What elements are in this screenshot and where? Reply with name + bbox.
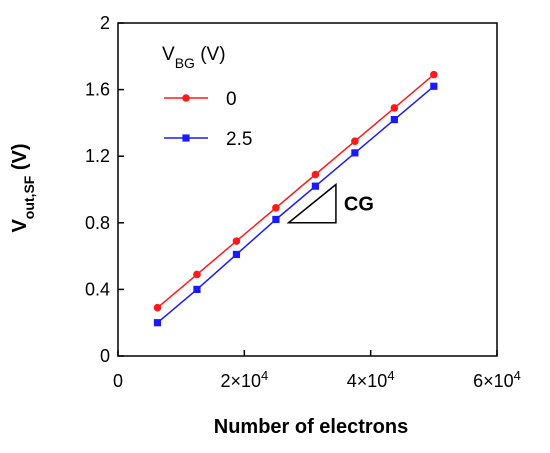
- y-tick-label: 0.4: [85, 279, 110, 299]
- chart-ticks: 00.40.81.21.620 2×104 4×104 6×104: [85, 13, 521, 391]
- x-tick-label: 2×104: [220, 368, 268, 392]
- data-point: [232, 250, 241, 259]
- y-axis-title-sub: out,SF: [21, 175, 37, 219]
- slope-annotation-label: CG: [344, 194, 374, 216]
- data-point: [430, 82, 438, 90]
- x-tick-label-base: 6×10: [473, 371, 514, 391]
- x-axis-title: Number of electrons: [214, 416, 408, 438]
- x-tick-label-exponent: 4: [387, 368, 394, 383]
- legend-label-1: 2.5: [226, 129, 252, 150]
- data-point: [390, 104, 399, 112]
- series-line-1: [157, 85, 435, 324]
- y-tick-label: 0.8: [85, 213, 110, 233]
- x-tick-label-base: 0: [113, 371, 123, 391]
- chart-series: [153, 70, 438, 327]
- y-axis-title-main: V: [9, 219, 31, 233]
- y-tick-label: 2: [100, 13, 110, 33]
- data-point: [272, 215, 280, 224]
- data-point: [351, 149, 359, 157]
- y-axis-title-unit: (V): [9, 143, 31, 175]
- data-point: [430, 70, 438, 79]
- data-point: [311, 182, 319, 190]
- data-point: [390, 115, 398, 124]
- x-tick-label-base: 2×10: [220, 371, 261, 391]
- slope-triangle: [286, 182, 337, 224]
- chart-legend: VBG (V)02.5: [162, 44, 252, 150]
- x-tick-label: 0: [113, 371, 123, 391]
- data-point: [232, 237, 241, 245]
- data-point: [153, 319, 162, 327]
- chart-annotation: CG: [286, 182, 374, 224]
- legend-title-main: V: [162, 44, 175, 65]
- data-point: [272, 204, 280, 212]
- data-point: [193, 270, 201, 279]
- data-point: [351, 137, 359, 146]
- x-tick-label-exponent: 4: [514, 368, 521, 383]
- y-tick-label: 1.2: [85, 146, 110, 166]
- data-point: [153, 303, 162, 312]
- legend-marker-0: [182, 94, 190, 102]
- y-axis-title: Vout,SF (V): [9, 143, 37, 232]
- data-point: [311, 170, 320, 179]
- x-tick-label-exponent: 4: [261, 368, 268, 383]
- legend-title: VBG (V): [162, 44, 226, 71]
- x-tick-label: 6×104: [473, 368, 521, 392]
- y-tick-label: 0: [100, 346, 110, 366]
- series-line-0: [157, 74, 435, 309]
- legend-marker-1: [182, 134, 190, 142]
- plot-frame: [117, 22, 498, 357]
- legend-label-0: 0: [226, 89, 237, 110]
- x-tick-label-base: 4×10: [347, 371, 388, 391]
- legend-title-unit: (V): [195, 44, 226, 65]
- chart-axes: [117, 22, 498, 357]
- x-tick-label: 4×104: [347, 368, 395, 392]
- y-tick-label: 1.6: [85, 80, 110, 100]
- legend-title-sub: BG: [175, 55, 195, 71]
- data-point: [193, 285, 201, 293]
